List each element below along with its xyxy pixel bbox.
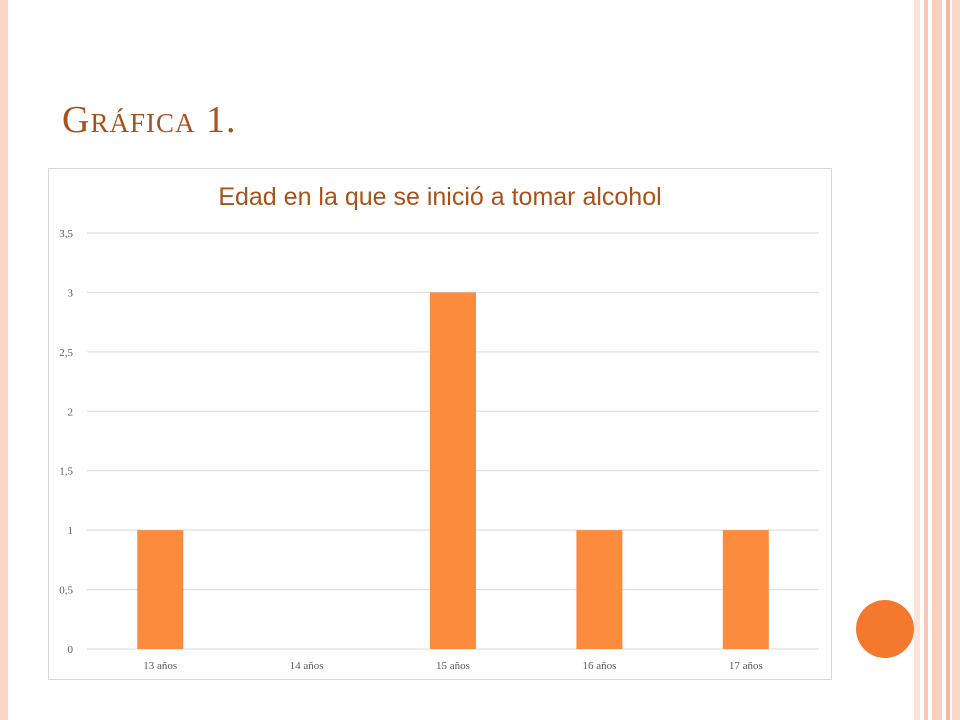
y-tick-label: 1,5 bbox=[59, 466, 73, 478]
x-tick-label: 17 años bbox=[729, 660, 763, 672]
y-tick-label: 0 bbox=[68, 644, 74, 656]
y-tick-label: 3 bbox=[68, 287, 74, 299]
y-tick-label: 0,5 bbox=[59, 585, 73, 597]
x-tick-label: 16 años bbox=[582, 660, 616, 672]
x-tick-label: 13 años bbox=[143, 660, 177, 672]
y-tick-label: 2 bbox=[68, 406, 74, 418]
x-tick-label: 14 años bbox=[290, 660, 324, 672]
chart-title: Edad en la que se inició a tomar alcohol bbox=[218, 183, 662, 211]
slide-left-border bbox=[0, 0, 8, 720]
bar bbox=[137, 530, 184, 649]
decorative-orange-dot bbox=[856, 600, 914, 658]
bar bbox=[430, 292, 476, 649]
y-tick-label: 2,5 bbox=[59, 347, 73, 359]
bar bbox=[576, 530, 623, 649]
slide-title: Gráfica 1. bbox=[62, 99, 237, 141]
y-tick-label: 3,5 bbox=[59, 228, 73, 240]
slide-right-stripes bbox=[914, 0, 960, 720]
bar-chart: 0 0,5 1 1,5 2 2,5 3 3,5 13 años 14 años 15 años 16 … bbox=[59, 228, 819, 672]
bar bbox=[722, 530, 769, 649]
x-tick-label: 15 años bbox=[436, 660, 470, 672]
chart-frame: Edad en la que se inició a tomar alcohol… bbox=[48, 168, 832, 680]
y-tick-label: 1 bbox=[68, 525, 74, 537]
